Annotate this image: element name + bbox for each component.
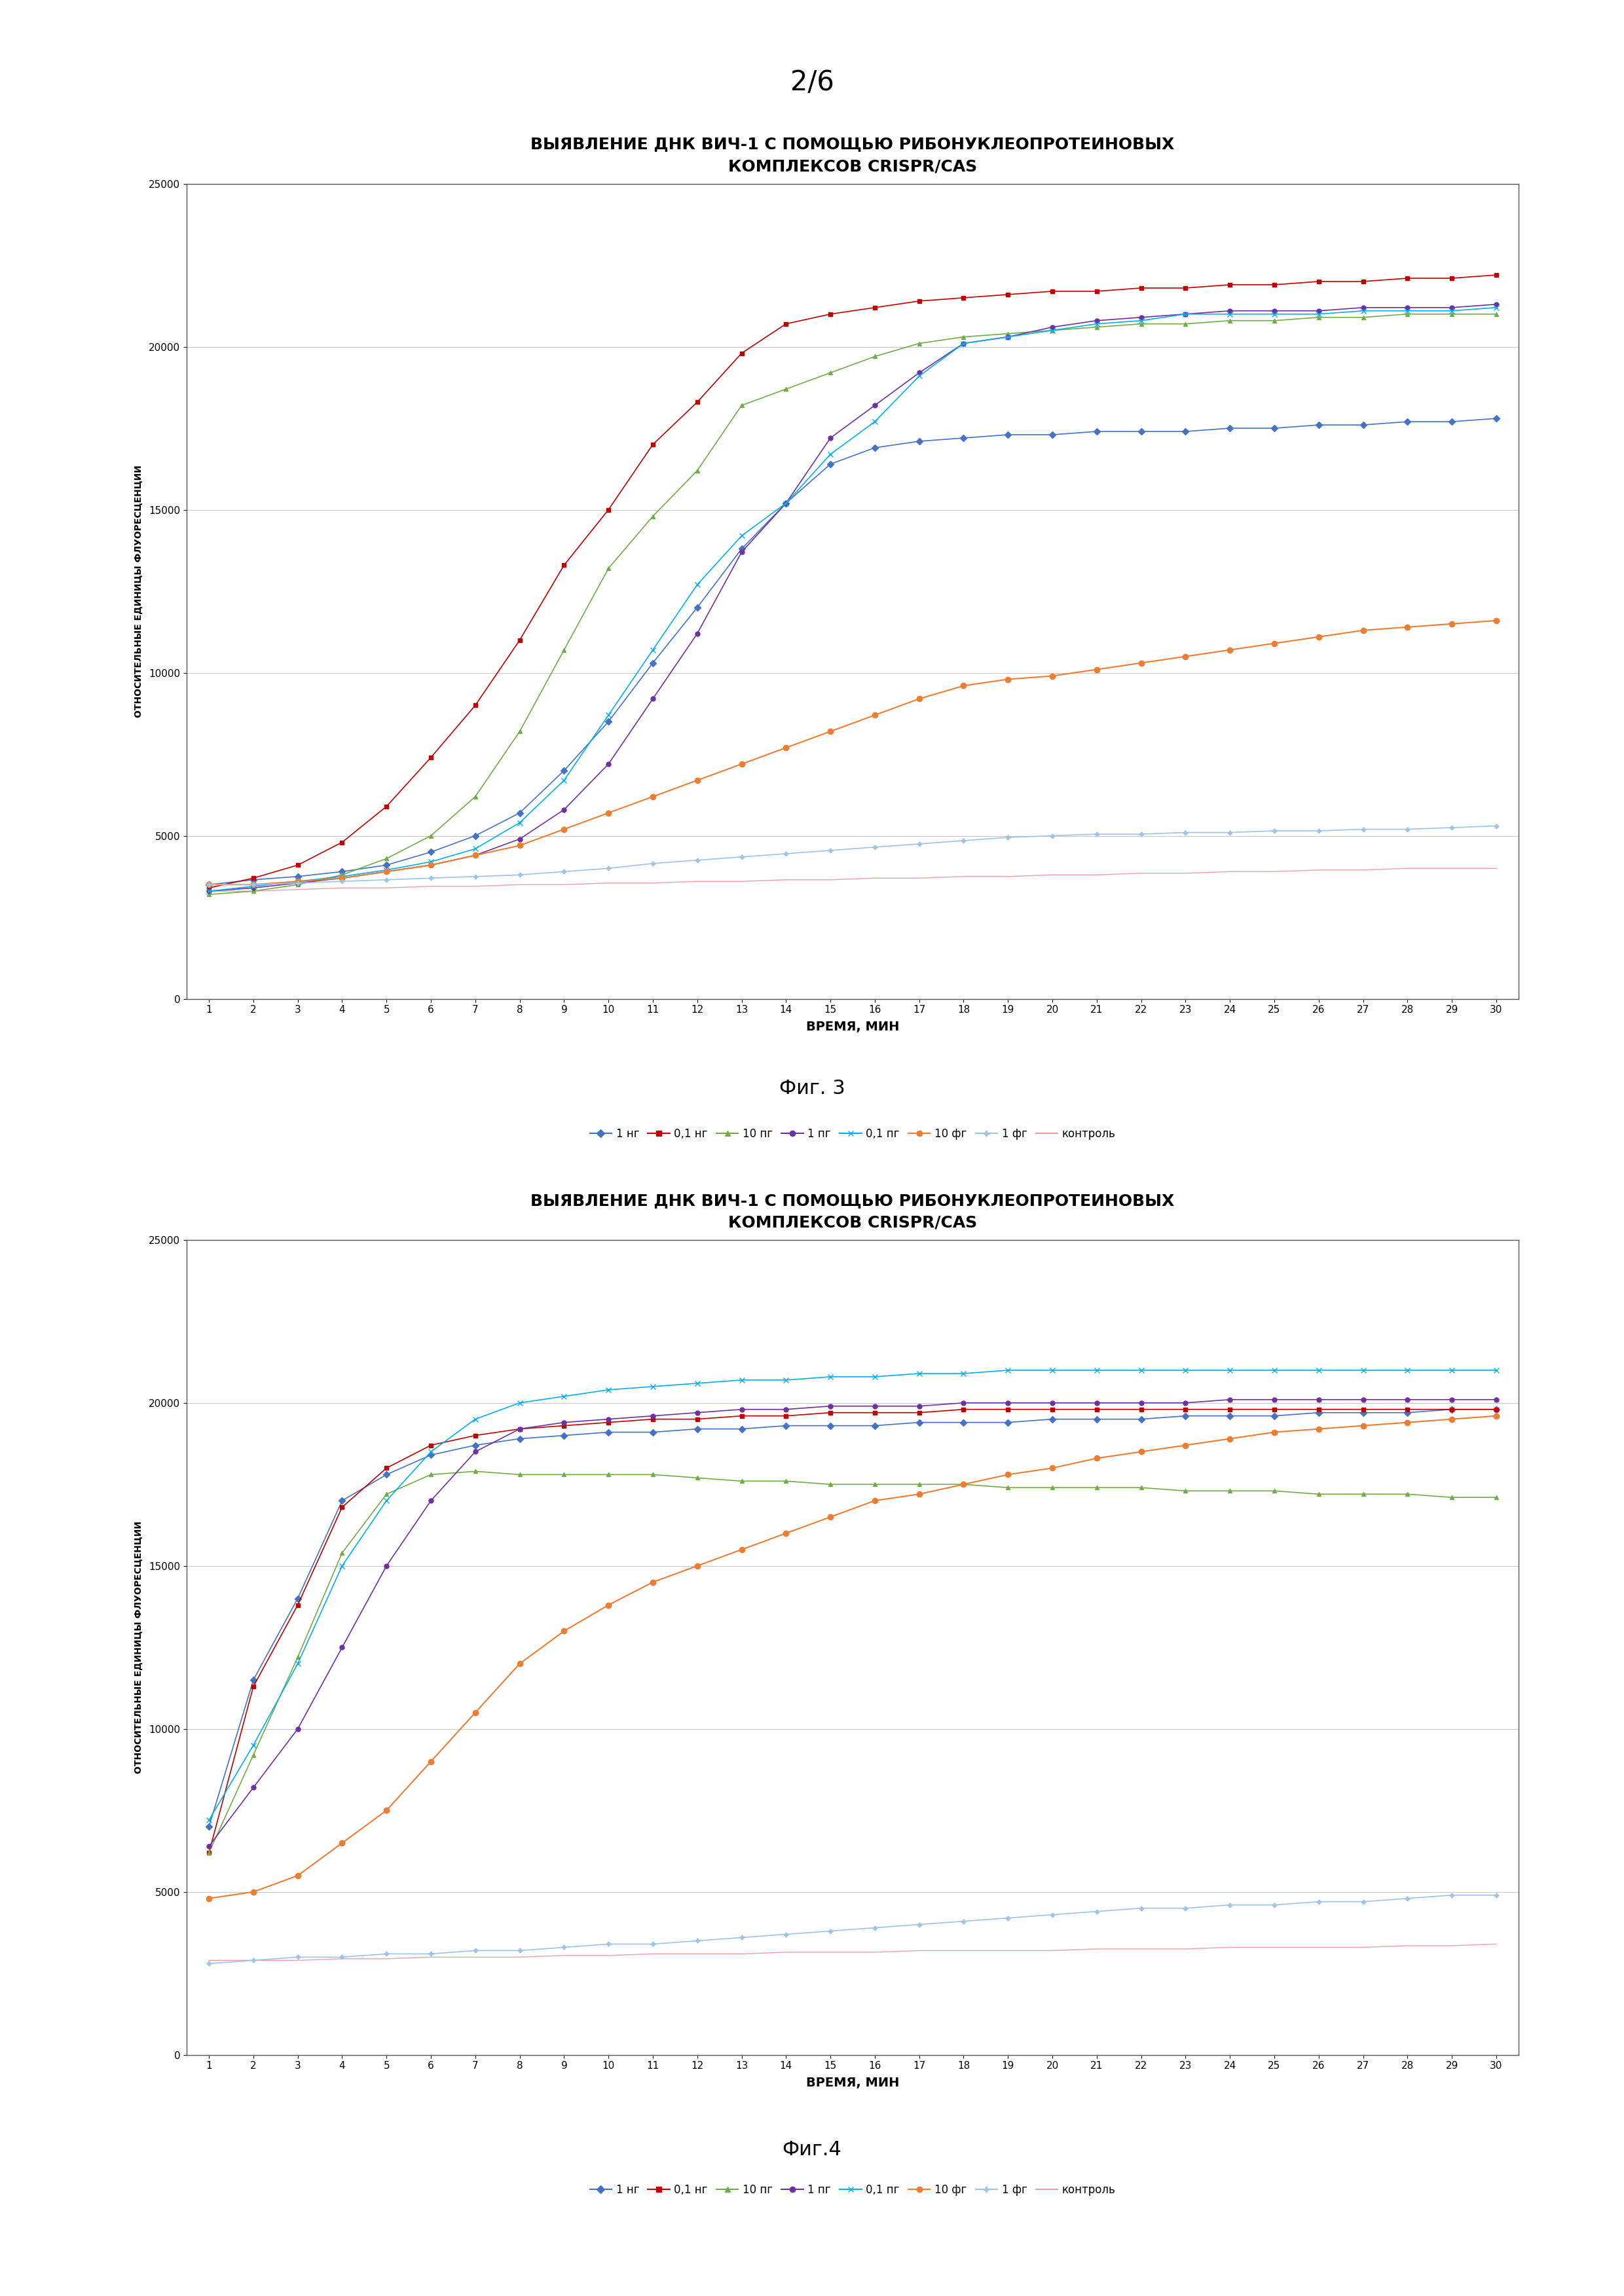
Legend: 1 нг, 0,1 нг, 10 пг, 1 пг, 0,1 пг, 10 фг, 1 фг, контроль: 1 нг, 0,1 нг, 10 пг, 1 пг, 0,1 пг, 10 фг…: [585, 1123, 1121, 1143]
Y-axis label: ОТНОСИТЕЛЬНЫЕ ЕДИНИЦЫ ФЛУОРЕСЦЕНЦИИ: ОТНОСИТЕЛЬНЫЕ ЕДИНИЦЫ ФЛУОРЕСЦЕНЦИИ: [135, 1520, 143, 1775]
Title: ВЫЯВЛЕНИЕ ДНК ВИЧ-1 С ПОМОЩЬЮ РИБОНУКЛЕОПРОТЕИНОВЫХ
КОМПЛЕКСОВ CRISPR/CAS: ВЫЯВЛЕНИЕ ДНК ВИЧ-1 С ПОМОЩЬЮ РИБОНУКЛЕО…: [531, 135, 1174, 174]
X-axis label: ВРЕМЯ, МИН: ВРЕМЯ, МИН: [806, 2076, 900, 2089]
Legend: 1 нг, 0,1 нг, 10 пг, 1 пг, 0,1 пг, 10 фг, 1 фг, контроль: 1 нг, 0,1 нг, 10 пг, 1 пг, 0,1 пг, 10 фг…: [585, 2179, 1121, 2200]
Text: Фиг.4: Фиг.4: [783, 2140, 841, 2158]
Text: 2/6: 2/6: [791, 69, 833, 96]
Title: ВЫЯВЛЕНИЕ ДНК ВИЧ-1 С ПОМОЩЬЮ РИБОНУКЛЕОПРОТЕИНОВЫХ
КОМПЛЕКСОВ CRISPR/CAS: ВЫЯВЛЕНИЕ ДНК ВИЧ-1 С ПОМОЩЬЮ РИБОНУКЛЕО…: [531, 1192, 1174, 1231]
Text: Фиг. 3: Фиг. 3: [780, 1079, 844, 1097]
X-axis label: ВРЕМЯ, МИН: ВРЕМЯ, МИН: [806, 1019, 900, 1033]
Y-axis label: ОТНОСИТЕЛЬНЫЕ ЕДИНИЦЫ ФЛУОРЕСЦЕНЦИИ: ОТНОСИТЕЛЬНЫЕ ЕДИНИЦЫ ФЛУОРЕСЦЕНЦИИ: [135, 464, 143, 719]
